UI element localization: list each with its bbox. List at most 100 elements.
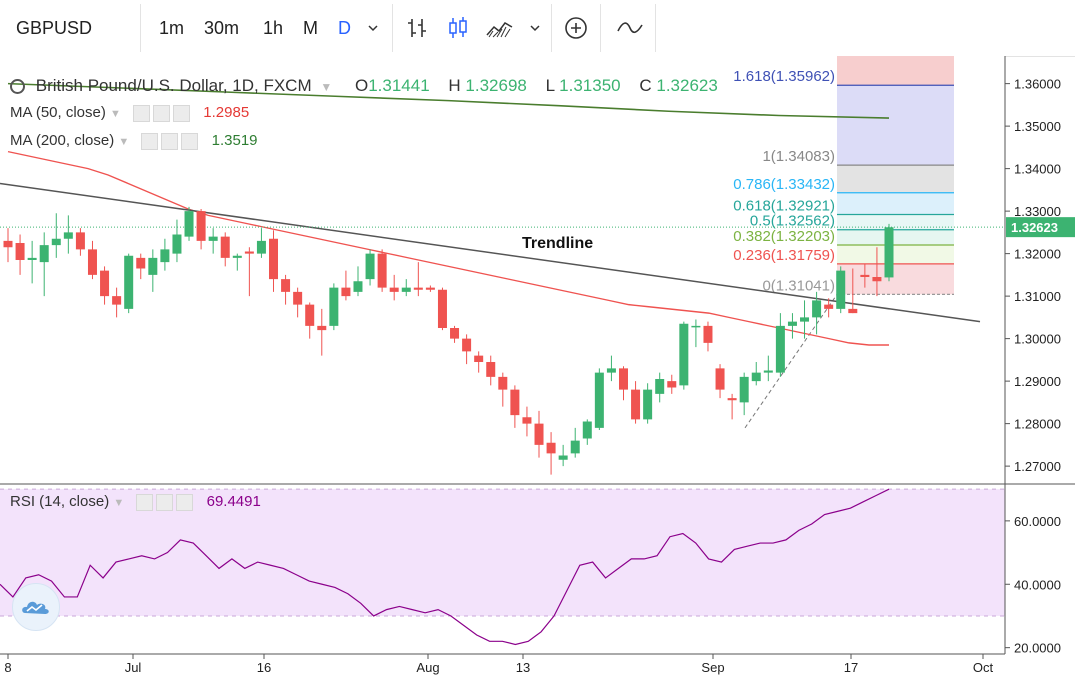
candle[interactable] bbox=[727, 393, 737, 420]
candle[interactable] bbox=[39, 232, 49, 297]
candle[interactable] bbox=[643, 383, 653, 424]
eye-icon[interactable] bbox=[133, 104, 151, 122]
candle[interactable] bbox=[715, 364, 725, 399]
candle[interactable] bbox=[196, 209, 206, 250]
interval-1h[interactable]: 1h bbox=[263, 0, 283, 56]
candle[interactable] bbox=[775, 313, 785, 377]
candle[interactable] bbox=[136, 253, 146, 280]
candle[interactable] bbox=[787, 313, 797, 339]
candle[interactable] bbox=[631, 381, 641, 424]
candle[interactable] bbox=[15, 234, 25, 275]
candle[interactable] bbox=[100, 266, 110, 305]
indicators-button[interactable] bbox=[563, 0, 589, 56]
candle[interactable] bbox=[27, 240, 37, 284]
candle[interactable] bbox=[281, 274, 291, 305]
eye-icon[interactable] bbox=[141, 132, 159, 150]
candle[interactable] bbox=[208, 228, 218, 254]
rsi-pane[interactable] bbox=[0, 488, 1005, 646]
chart-style-dropdown[interactable] bbox=[528, 0, 542, 56]
candle[interactable] bbox=[232, 253, 242, 271]
candle[interactable] bbox=[413, 262, 423, 297]
candle[interactable] bbox=[848, 268, 858, 314]
legend-menu[interactable]: ▼ bbox=[113, 497, 125, 509]
candle[interactable] bbox=[353, 266, 363, 297]
legend-menu[interactable]: ▼ bbox=[118, 136, 130, 148]
candle[interactable] bbox=[462, 334, 472, 365]
gear-icon[interactable] bbox=[161, 132, 179, 150]
interval-month[interactable]: M bbox=[303, 0, 318, 56]
candle[interactable] bbox=[860, 264, 870, 288]
bar-style-button[interactable] bbox=[404, 0, 430, 56]
candle[interactable] bbox=[293, 287, 303, 318]
rsi-legend[interactable]: RSI (14, close) ▼ 69.4491 bbox=[10, 493, 261, 511]
price-pane[interactable]: 0(1.31041)0.236(1.31759)0.382(1.32203)0.… bbox=[0, 56, 1005, 481]
legend-menu[interactable]: ▼ bbox=[110, 108, 121, 120]
close-icon[interactable] bbox=[181, 132, 199, 150]
drawing-tool-button[interactable] bbox=[615, 0, 645, 56]
candle[interactable] bbox=[148, 249, 158, 292]
candle[interactable] bbox=[812, 291, 822, 335]
interval-1m[interactable]: 1m bbox=[159, 0, 184, 56]
candle[interactable] bbox=[172, 219, 182, 263]
candle[interactable] bbox=[329, 283, 339, 331]
candle[interactable] bbox=[884, 223, 894, 282]
candle[interactable] bbox=[184, 206, 194, 241]
candle[interactable] bbox=[655, 372, 665, 403]
eye-icon[interactable] bbox=[136, 493, 154, 511]
candle[interactable] bbox=[691, 319, 701, 348]
candle[interactable] bbox=[836, 266, 846, 314]
close-icon[interactable] bbox=[173, 104, 191, 122]
candle[interactable] bbox=[546, 432, 556, 475]
candle[interactable] bbox=[112, 287, 122, 318]
candle[interactable] bbox=[534, 410, 544, 458]
candle[interactable] bbox=[522, 406, 532, 437]
candle[interactable] bbox=[824, 298, 834, 318]
candle[interactable] bbox=[558, 444, 568, 467]
candle[interactable] bbox=[341, 270, 351, 301]
candle[interactable] bbox=[872, 247, 882, 297]
candle[interactable] bbox=[377, 249, 387, 292]
candle-style-button[interactable] bbox=[445, 0, 471, 56]
close-icon[interactable] bbox=[176, 493, 194, 511]
candle[interactable] bbox=[679, 321, 689, 390]
candle[interactable] bbox=[751, 362, 761, 386]
candle[interactable] bbox=[486, 355, 496, 386]
candle[interactable] bbox=[87, 240, 97, 280]
interval-dropdown[interactable] bbox=[366, 0, 380, 56]
candle[interactable] bbox=[124, 253, 134, 314]
candle[interactable] bbox=[437, 287, 447, 331]
candle[interactable] bbox=[317, 308, 327, 356]
candle[interactable] bbox=[269, 230, 279, 292]
chart-area[interactable]: 0(1.31041)0.236(1.31759)0.382(1.32203)0.… bbox=[0, 56, 1075, 690]
candle[interactable] bbox=[51, 213, 61, 258]
candle[interactable] bbox=[75, 228, 85, 256]
candle[interactable] bbox=[160, 238, 170, 271]
area-style-button[interactable] bbox=[485, 0, 515, 56]
candle[interactable] bbox=[450, 325, 460, 343]
interval-day[interactable]: D bbox=[338, 0, 351, 56]
candle[interactable] bbox=[389, 274, 399, 301]
ma50-legend[interactable]: MA (50, close) ▼ 1.2985 bbox=[10, 104, 249, 122]
candle[interactable] bbox=[763, 355, 773, 382]
candle[interactable] bbox=[3, 228, 13, 263]
gear-icon[interactable] bbox=[156, 493, 174, 511]
candle[interactable] bbox=[498, 372, 508, 407]
candle[interactable] bbox=[800, 300, 810, 339]
candle[interactable] bbox=[667, 374, 677, 394]
candle[interactable] bbox=[63, 215, 73, 254]
gear-icon[interactable] bbox=[153, 104, 171, 122]
candle[interactable] bbox=[305, 302, 315, 339]
candle[interactable] bbox=[594, 368, 604, 430]
candle[interactable] bbox=[510, 385, 520, 428]
candle[interactable] bbox=[401, 279, 411, 297]
candle[interactable] bbox=[606, 355, 616, 382]
candle[interactable] bbox=[365, 249, 375, 286]
legend-menu[interactable]: ▼ bbox=[320, 80, 333, 94]
candle[interactable] bbox=[570, 427, 580, 458]
candle[interactable] bbox=[582, 419, 592, 445]
candle[interactable] bbox=[425, 285, 435, 292]
candle[interactable] bbox=[618, 366, 628, 401]
candle[interactable] bbox=[256, 228, 266, 258]
candle[interactable] bbox=[474, 351, 484, 373]
interval-30m[interactable]: 30m bbox=[204, 0, 239, 56]
